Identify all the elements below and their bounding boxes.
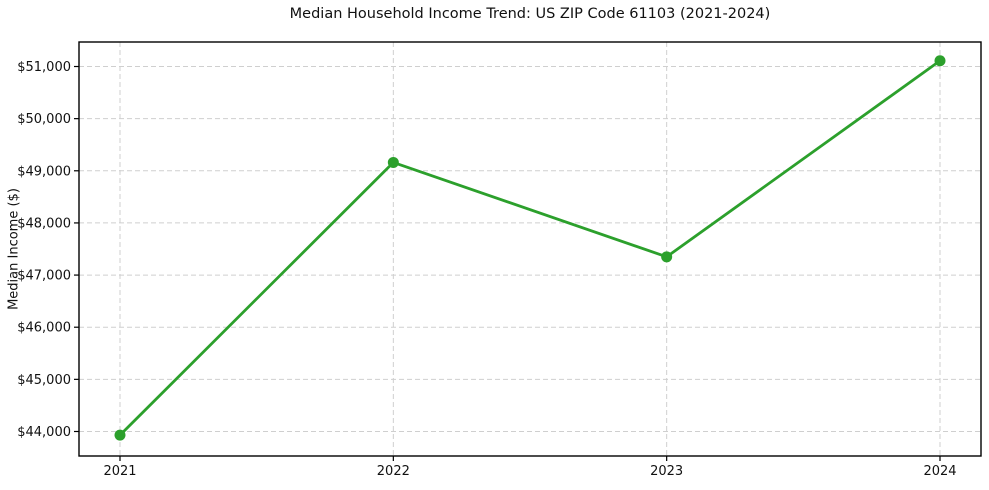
y-axis-label: Median Income ($) [6, 188, 22, 310]
y-tick-label: $45,000 [17, 373, 71, 388]
chart-title: Median Household Income Trend: US ZIP Co… [289, 6, 771, 22]
x-tick-label: 2023 [650, 464, 683, 479]
x-tick-label: 2022 [377, 464, 410, 479]
y-tick-label: $49,000 [17, 164, 71, 179]
data-point-2022 [387, 156, 399, 168]
y-tick-label: $47,000 [17, 269, 71, 284]
x-tick-label: 2021 [103, 464, 136, 479]
data-point-2024 [934, 55, 946, 67]
trend-line [118, 59, 942, 437]
y-tick-label: $48,000 [17, 216, 71, 231]
x-tick-label: 2024 [923, 464, 956, 479]
y-tick-label: $44,000 [17, 425, 71, 440]
data-point-2023 [661, 251, 673, 263]
y-tick-label: $46,000 [17, 321, 71, 336]
y-tick-label: $50,000 [17, 112, 71, 127]
data-point-2021 [114, 429, 126, 441]
plot-border [78, 41, 982, 457]
y-tick-label: $51,000 [17, 60, 71, 75]
